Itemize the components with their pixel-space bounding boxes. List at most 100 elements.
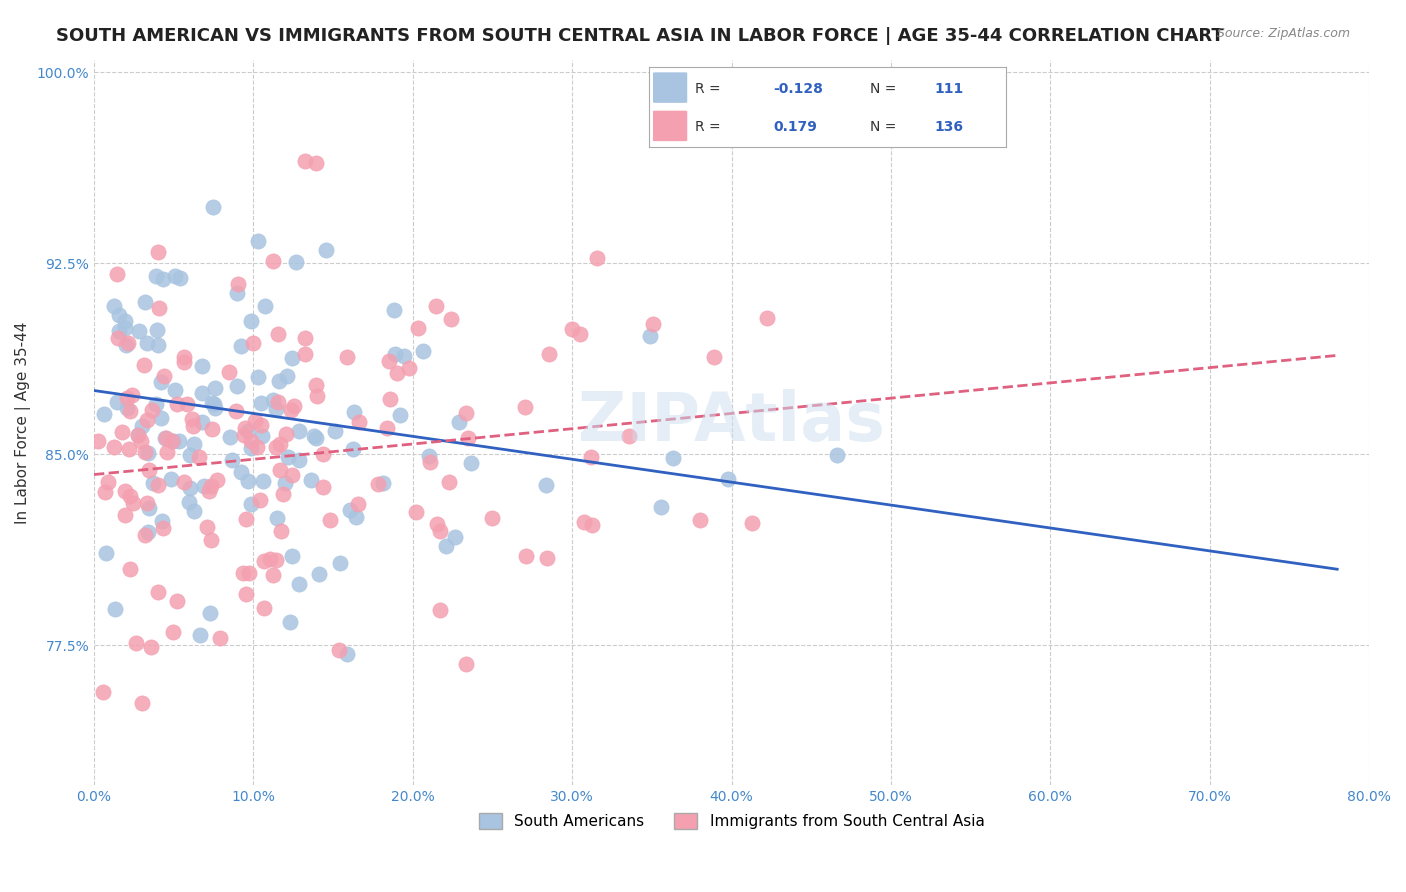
Point bbox=[205, 473, 228, 487]
Point bbox=[200, 607, 222, 621]
Point bbox=[134, 358, 156, 372]
Point bbox=[429, 603, 451, 617]
Point bbox=[662, 450, 685, 465]
Point bbox=[145, 268, 167, 283]
Point bbox=[120, 404, 142, 418]
Point bbox=[155, 431, 177, 445]
Point bbox=[163, 384, 186, 398]
Point bbox=[434, 539, 457, 553]
Point bbox=[150, 376, 173, 390]
Point bbox=[513, 400, 536, 414]
Point bbox=[179, 481, 201, 495]
Point bbox=[179, 495, 201, 509]
Point bbox=[239, 497, 262, 511]
Point bbox=[259, 552, 281, 566]
Point bbox=[138, 463, 160, 477]
Point bbox=[120, 489, 142, 503]
Point bbox=[703, 350, 725, 364]
Point bbox=[165, 269, 187, 284]
Point bbox=[114, 321, 136, 335]
Point bbox=[115, 391, 138, 405]
Point bbox=[249, 396, 271, 410]
Point bbox=[281, 549, 304, 564]
Point bbox=[569, 327, 592, 342]
Point bbox=[305, 378, 328, 392]
Point bbox=[515, 549, 537, 563]
Point bbox=[229, 339, 252, 353]
Point bbox=[221, 452, 243, 467]
Point bbox=[315, 244, 337, 258]
Point bbox=[201, 422, 224, 436]
Point bbox=[253, 554, 276, 568]
Point bbox=[190, 359, 212, 373]
Point bbox=[276, 369, 298, 384]
Point bbox=[111, 425, 134, 439]
Point bbox=[460, 456, 482, 470]
Point bbox=[155, 430, 177, 444]
Point bbox=[641, 317, 664, 331]
Point bbox=[267, 374, 290, 388]
Point bbox=[281, 468, 304, 483]
Point bbox=[650, 500, 672, 514]
Point bbox=[538, 347, 561, 361]
Point bbox=[440, 311, 463, 326]
Point bbox=[266, 440, 288, 454]
Point bbox=[388, 409, 411, 423]
Point bbox=[141, 403, 163, 417]
Point bbox=[457, 431, 479, 445]
Point bbox=[96, 546, 118, 560]
Point bbox=[339, 502, 361, 516]
Point bbox=[741, 516, 763, 530]
Point bbox=[134, 528, 156, 542]
Point bbox=[183, 503, 205, 517]
Point bbox=[347, 415, 370, 429]
Point bbox=[305, 431, 328, 445]
Point bbox=[378, 354, 401, 368]
Point bbox=[312, 447, 335, 461]
Point bbox=[191, 385, 214, 400]
Point bbox=[585, 251, 607, 265]
Point bbox=[262, 392, 284, 407]
Point bbox=[238, 566, 260, 580]
Point bbox=[127, 427, 149, 442]
Point bbox=[131, 696, 153, 710]
Point bbox=[173, 475, 195, 489]
Point bbox=[125, 635, 148, 649]
Point bbox=[412, 343, 434, 358]
Point bbox=[419, 455, 441, 469]
Point bbox=[267, 395, 290, 409]
Text: ZIPAtlas: ZIPAtlas bbox=[578, 389, 884, 455]
Point bbox=[93, 407, 115, 421]
Point bbox=[239, 442, 262, 456]
Point bbox=[202, 397, 225, 411]
Point bbox=[166, 396, 188, 410]
Point bbox=[418, 449, 440, 463]
Point bbox=[367, 476, 389, 491]
Point bbox=[200, 479, 222, 493]
Point bbox=[149, 411, 172, 425]
Point bbox=[117, 335, 139, 350]
Point bbox=[183, 437, 205, 451]
Point bbox=[242, 336, 264, 351]
Point bbox=[128, 324, 150, 338]
Point bbox=[240, 313, 263, 327]
Point bbox=[103, 602, 125, 616]
Point bbox=[146, 478, 169, 492]
Point bbox=[716, 472, 738, 486]
Point bbox=[139, 640, 162, 654]
Point bbox=[277, 450, 299, 464]
Point bbox=[114, 314, 136, 328]
Point bbox=[323, 425, 346, 439]
Point bbox=[232, 427, 254, 442]
Point bbox=[162, 625, 184, 640]
Point bbox=[302, 428, 325, 442]
Y-axis label: In Labor Force | Age 35-44: In Labor Force | Age 35-44 bbox=[15, 321, 31, 524]
Point bbox=[134, 444, 156, 458]
Point bbox=[146, 338, 169, 352]
Point bbox=[232, 566, 254, 580]
Point bbox=[572, 515, 595, 529]
Point bbox=[136, 412, 159, 426]
Point bbox=[406, 321, 429, 335]
Point bbox=[152, 515, 174, 529]
Point bbox=[114, 338, 136, 352]
